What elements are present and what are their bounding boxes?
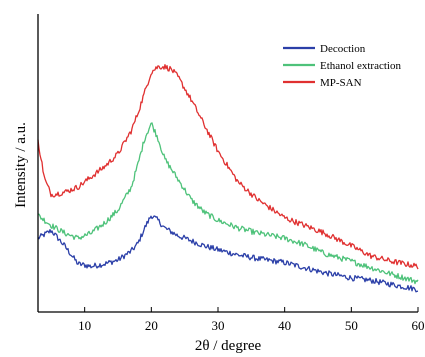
x-tick-label: 50 (345, 318, 358, 333)
x-tick-label: 40 (278, 318, 291, 333)
y-axis-label: Intensity / a.u. (13, 122, 29, 208)
x-tick-label: 10 (78, 318, 91, 333)
x-ticks: 10 20 30 40 50 60 (78, 307, 425, 333)
x-tick-label: 30 (212, 318, 225, 333)
legend-label: MP-SAN (320, 77, 362, 89)
legend-label: Ethanol extraction (320, 60, 401, 72)
plot-lines (37, 64, 419, 293)
x-tick-label: 60 (412, 318, 425, 333)
axes (37, 14, 418, 313)
series-line-decoction (37, 215, 419, 293)
series-line-ethanol-extraction (37, 122, 419, 285)
legend-label: Decoction (320, 43, 366, 55)
x-axis-label: 2θ / degree (195, 338, 262, 354)
legend: Decoction Ethanol extraction MP-SAN (283, 43, 401, 89)
series-line-mp-san (37, 64, 419, 270)
x-tick-label: 20 (145, 318, 158, 333)
